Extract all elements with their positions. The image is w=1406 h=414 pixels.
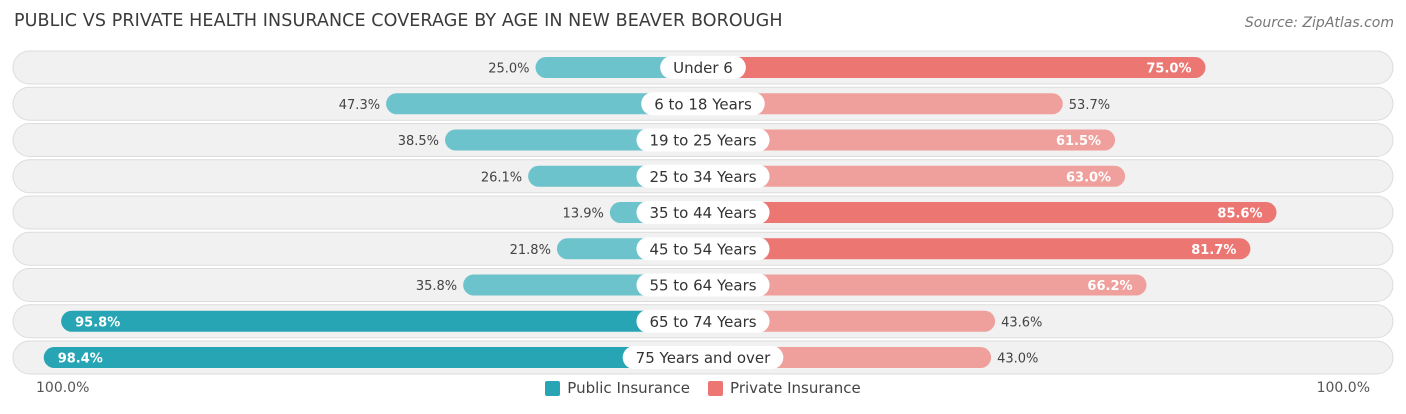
value-label-private-19-to-25-years: 61.5% (1056, 134, 1101, 149)
value-label-public-35-to-44-years: 13.9% (563, 207, 604, 222)
value-label-public-55-to-64-years: 35.8% (416, 279, 457, 294)
category-pill-under-6 (660, 56, 746, 79)
category-label-6-to-18-years: 6 to 18 Years (654, 95, 752, 113)
bar-private-35-to-44-years (703, 202, 1277, 223)
value-label-private-under-6: 75.0% (1146, 62, 1191, 77)
legend-item-public: Public Insurance (545, 379, 690, 397)
bar-public-65-to-74-years (61, 310, 703, 332)
legend-item-private: Private Insurance (708, 379, 861, 397)
bar-private-25-to-34-years (703, 165, 1126, 187)
value-label-public-6-to-18-years: 47.3% (339, 98, 380, 113)
bar-public-under-6 (535, 57, 703, 78)
category-label-35-to-44-years: 35 to 44 Years (649, 204, 756, 222)
category-label-55-to-64-years: 55 to 64 Years (649, 277, 756, 295)
legend-label-public: Public Insurance (567, 379, 691, 397)
bar-private-under-6 (703, 57, 1206, 78)
chart-area: 25.0% 75.0% Under 6 47.3% 53.7% 6 to 18 Years… (12, 50, 1394, 375)
row-45-to-54-years: 21.8% 81.7% 45 to 54 Years (12, 231, 1394, 266)
legend-swatch-public (545, 380, 561, 396)
axis-left-label: 100.0% (36, 380, 90, 396)
legend-swatch-private (708, 380, 724, 396)
bar-public-75-years-and-over (43, 347, 704, 368)
category-pill-45-to-54-years (636, 237, 770, 261)
category-label-25-to-34-years: 25 to 34 Years (649, 168, 756, 186)
category-pill-25-to-34-years (636, 164, 770, 188)
row-under-6: 25.0% 75.0% Under 6 (12, 50, 1394, 85)
legend: Public Insurance Private Insurance (0, 379, 1406, 397)
chart-title: PUBLIC VS PRIVATE HEALTH INSURANCE COVER… (14, 11, 783, 31)
bar-public-6-to-18-years (386, 93, 703, 115)
value-label-private-55-to-64-years: 66.2% (1087, 279, 1132, 294)
category-pill-55-to-64-years (636, 273, 770, 297)
value-label-private-75-years-and-over: 43.0% (997, 352, 1038, 367)
value-label-public-65-to-74-years: 95.8% (75, 315, 120, 330)
legend-label-private: Private Insurance (730, 379, 861, 397)
bar-private-45-to-54-years (703, 238, 1251, 260)
row-25-to-34-years: 26.1% 63.0% 25 to 34 Years (12, 159, 1394, 194)
bar-private-19-to-25-years (703, 129, 1116, 151)
value-label-private-65-to-74-years: 43.6% (1001, 315, 1042, 330)
category-pill-35-to-44-years (636, 201, 770, 224)
category-label-19-to-25-years: 19 to 25 Years (649, 132, 756, 150)
row-75-years-and-over: 98.4% 43.0% 75 Years and over (12, 340, 1394, 375)
category-label-45-to-54-years: 45 to 54 Years (649, 240, 756, 258)
bar-private-6-to-18-years (703, 93, 1063, 115)
bar-private-65-to-74-years (703, 310, 996, 332)
row-6-to-18-years: 47.3% 53.7% 6 to 18 Years (12, 86, 1394, 121)
value-label-private-6-to-18-years: 53.7% (1069, 98, 1110, 113)
row-55-to-64-years: 35.8% 66.2% 55 to 64 Years (12, 268, 1394, 302)
category-label-65-to-74-years: 65 to 74 Years (649, 313, 756, 331)
category-pill-75-years-and-over (622, 346, 784, 369)
row-19-to-25-years: 38.5% 61.5% 19 to 25 Years (12, 123, 1394, 157)
category-label-under-6: Under 6 (673, 59, 733, 77)
value-label-public-19-to-25-years: 38.5% (398, 134, 439, 149)
value-label-public-25-to-34-years: 26.1% (481, 170, 522, 185)
category-pill-65-to-74-years (636, 309, 770, 333)
category-label-75-years-and-over: 75 Years and over (636, 349, 771, 367)
category-pill-6-to-18-years (641, 92, 765, 116)
source-label: Source: ZipAtlas.com (1244, 15, 1394, 31)
category-pill-19-to-25-years (636, 128, 770, 152)
value-label-private-45-to-54-years: 81.7% (1191, 243, 1236, 258)
value-label-private-25-to-34-years: 63.0% (1066, 170, 1111, 185)
row-35-to-44-years: 13.9% 85.6% 35 to 44 Years (12, 195, 1394, 230)
row-65-to-74-years: 95.8% 43.6% 65 to 74 Years (12, 304, 1394, 339)
value-label-public-under-6: 25.0% (488, 62, 529, 77)
value-label-public-75-years-and-over: 98.4% (58, 352, 103, 367)
axis-right-label: 100.0% (1316, 380, 1370, 396)
bar-private-55-to-64-years (703, 274, 1147, 296)
value-label-public-45-to-54-years: 21.8% (510, 243, 551, 258)
value-label-private-35-to-44-years: 85.6% (1217, 207, 1262, 222)
